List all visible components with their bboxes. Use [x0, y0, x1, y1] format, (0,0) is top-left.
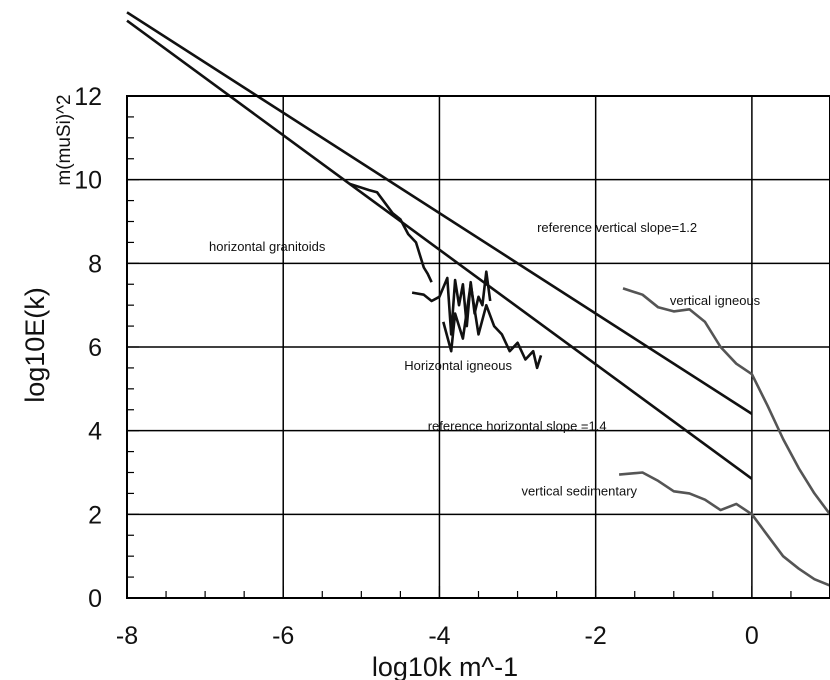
y-tick-label: 6 [88, 334, 102, 362]
series-line-5 [442, 282, 543, 370]
series-lines [126, 11, 830, 587]
series-line-1 [126, 11, 753, 415]
y-tick-label: 8 [88, 250, 102, 278]
series-line-4 [411, 270, 492, 336]
y-tick-label: 2 [88, 501, 102, 529]
series-line-2 [126, 19, 753, 480]
annotation-4: Horizontal igneous [404, 358, 512, 373]
annotation-2: horizontal granitoids [209, 239, 326, 254]
y-tick-label: 12 [74, 83, 102, 111]
y-tick-label: 10 [74, 167, 102, 195]
axis-ticks: -8 -6 -4 -2 0 0 2 4 6 8 10 12 [74, 83, 830, 650]
x-tick-label: -8 [116, 622, 138, 650]
gridlines [127, 96, 830, 598]
annotations: reference vertical slope=1.2 horizontal g… [209, 220, 761, 499]
x-tick-label: -4 [428, 622, 450, 650]
x-tick-label: -2 [585, 622, 607, 650]
series-line-6 [622, 287, 830, 516]
y-axis-label: log10E(k) [20, 287, 50, 403]
annotation-1: reference vertical slope=1.2 [537, 220, 697, 235]
x-axis-label: log10k m^-1 [372, 652, 518, 680]
y-tick-label: 0 [88, 585, 102, 613]
annotation-6: vertical sedimentary [521, 484, 637, 499]
x-tick-label: -6 [272, 622, 294, 650]
annotation-3: vertical igneous [670, 293, 761, 308]
y-axis-unit-label: m(muSi)^2 [54, 94, 75, 185]
y-tick-label: 4 [88, 418, 102, 446]
series-line-7 [618, 471, 830, 587]
annotation-5: reference horizontal slope =1.4 [428, 419, 607, 434]
series-line-3 [349, 182, 433, 283]
x-tick-label: 0 [745, 622, 759, 650]
